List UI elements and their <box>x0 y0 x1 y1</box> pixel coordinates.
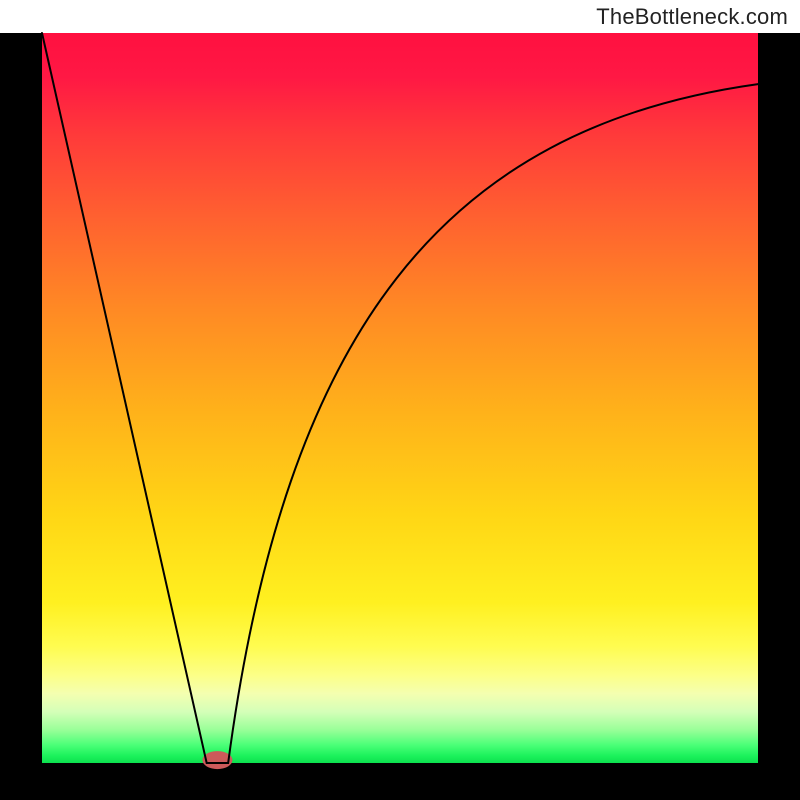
figure-root: TheBottleneck.com <box>0 0 800 800</box>
frame-right <box>758 33 800 800</box>
bottleneck-chart <box>0 0 800 800</box>
frame-bottom <box>0 763 800 800</box>
plot-gradient <box>42 33 758 763</box>
watermark-text: TheBottleneck.com <box>596 4 788 30</box>
frame-left <box>0 33 42 800</box>
